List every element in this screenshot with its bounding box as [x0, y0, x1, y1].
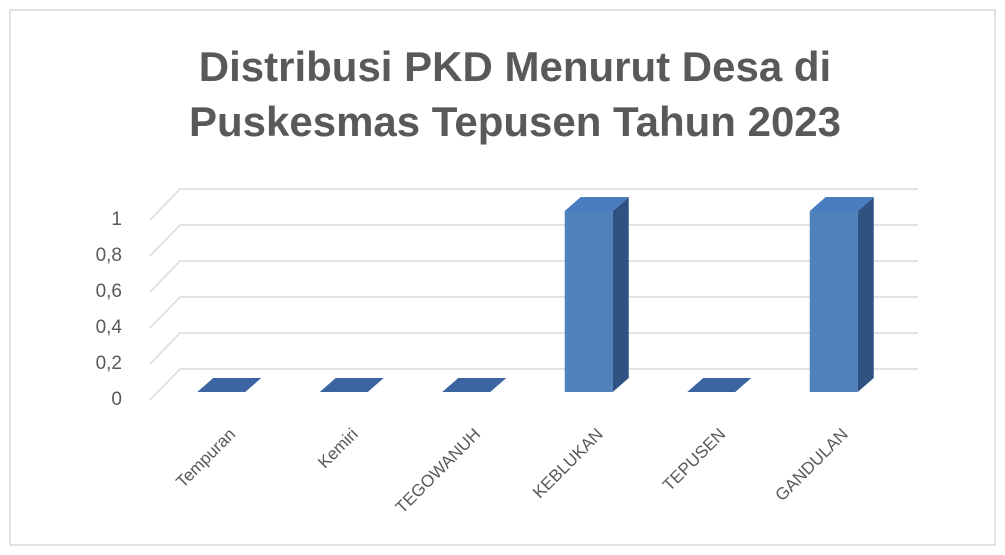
y-tick-label: 1 [111, 209, 122, 230]
grid-line [149, 296, 918, 329]
y-tick-label: 0 [111, 389, 122, 410]
grid-line [149, 188, 918, 221]
chart-title: Puskesmas Tepusen Tahun 2023 [189, 98, 841, 145]
grid-line [149, 368, 918, 401]
bar-top [687, 378, 752, 392]
y-tick-label: 0,2 [96, 353, 122, 374]
bar-top [197, 378, 262, 392]
bar-front [564, 211, 613, 392]
y-tick-label: 0,8 [96, 245, 122, 266]
grid-line [149, 332, 918, 365]
y-tick-label: 0,4 [96, 317, 123, 338]
grid-line [149, 260, 918, 293]
bar-front [809, 211, 858, 392]
bar-top [319, 378, 384, 392]
y-tick-label: 0,6 [96, 281, 122, 302]
bar-side [857, 197, 874, 392]
chart-title: Distribusi PKD Menurut Desa di [199, 43, 831, 90]
bar-top [809, 197, 874, 211]
grid-line [149, 224, 918, 257]
bar-top [564, 197, 629, 211]
bar-top [442, 378, 507, 392]
bar-side [612, 197, 629, 392]
